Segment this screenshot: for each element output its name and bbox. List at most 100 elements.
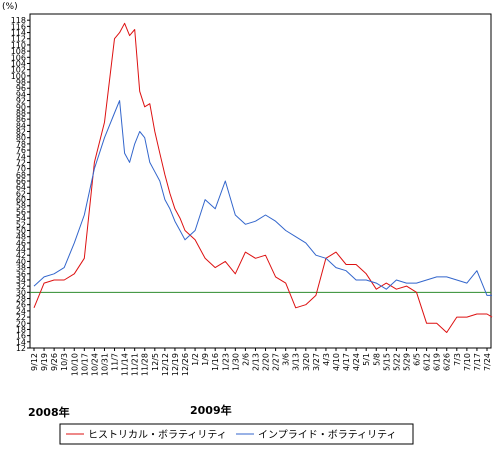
y-tick-label: 46 bbox=[16, 239, 26, 248]
y-tick-label: 48 bbox=[16, 233, 26, 242]
y-tick-label: 102 bbox=[11, 66, 26, 75]
x-tick-label: 5/29 bbox=[402, 353, 411, 371]
series-group bbox=[33, 22, 493, 333]
year-label-2008: 2008年 bbox=[28, 405, 70, 419]
x-tick-label: 1/2 bbox=[191, 353, 200, 366]
x-tick-label: 12/26 bbox=[181, 353, 190, 376]
x-tick-label: 10/24 bbox=[90, 353, 99, 376]
y-tick-label: 12 bbox=[16, 344, 26, 353]
y-tick-label: 72 bbox=[16, 158, 26, 167]
x-tick-label: 11/28 bbox=[141, 353, 150, 376]
x-tick-label: 10/17 bbox=[80, 353, 89, 376]
x-tick-label: 11/14 bbox=[121, 353, 130, 376]
y-tick-label: 84 bbox=[16, 121, 26, 130]
y-tick-label: 42 bbox=[16, 251, 26, 260]
x-tick-label: 9/26 bbox=[50, 353, 59, 371]
plot-area-frame bbox=[29, 13, 492, 349]
x-tick-label: 5/8 bbox=[372, 353, 381, 366]
x-tick-label: 6/5 bbox=[413, 353, 422, 366]
x-tick-label: 2/20 bbox=[262, 353, 271, 371]
y-tick-label: 26 bbox=[16, 301, 26, 310]
y-tick-label: 22 bbox=[16, 313, 26, 322]
y-tick-label: 68 bbox=[16, 171, 26, 180]
y-tick-label: 62 bbox=[16, 189, 26, 198]
y-tick-label: 32 bbox=[16, 282, 26, 291]
y-unit-label: (%) bbox=[2, 2, 18, 12]
y-tick-label: 44 bbox=[16, 245, 26, 254]
y-tick-label: 108 bbox=[11, 47, 26, 56]
y-tick-label: 118 bbox=[11, 16, 26, 25]
legend-label: ヒストリカル・ボラティリティ bbox=[88, 429, 227, 441]
y-tick-label: 16 bbox=[16, 332, 26, 341]
y-tick-label: 54 bbox=[16, 214, 26, 223]
y-tick-label: 70 bbox=[16, 165, 26, 174]
y-axis: 1214161820222426283032343638404244464850… bbox=[11, 16, 30, 353]
x-tick-label: 6/12 bbox=[423, 353, 432, 371]
x-tick-label: 3/13 bbox=[292, 353, 301, 371]
y-tick-label: 116 bbox=[11, 22, 26, 31]
x-tick-label: 4/10 bbox=[332, 353, 341, 371]
y-tick-label: 106 bbox=[11, 53, 26, 62]
y-tick-label: 78 bbox=[16, 140, 26, 149]
series-line-implied bbox=[33, 100, 492, 296]
x-tick-label: 3/27 bbox=[312, 353, 321, 371]
x-tick-label: 10/31 bbox=[100, 353, 109, 376]
y-tick-label: 40 bbox=[16, 257, 26, 266]
y-tick-label: 28 bbox=[16, 295, 26, 304]
x-tick-label: 7/3 bbox=[453, 353, 462, 366]
y-tick-label: 66 bbox=[16, 177, 26, 186]
x-tick-label: 7/24 bbox=[483, 353, 492, 371]
y-tick-label: 60 bbox=[16, 196, 26, 205]
x-tick-label: 10/10 bbox=[70, 353, 79, 376]
y-tick-label: 20 bbox=[16, 319, 26, 328]
y-tick-label: 34 bbox=[16, 276, 26, 285]
x-tick-label: 12/19 bbox=[171, 353, 180, 376]
y-tick-label: 74 bbox=[16, 152, 26, 161]
x-tick-label: 1/30 bbox=[231, 353, 240, 371]
y-tick-label: 38 bbox=[16, 264, 26, 273]
series-line-historical bbox=[33, 22, 493, 333]
x-tick-label: 5/15 bbox=[382, 353, 391, 371]
x-tick-label: 4/17 bbox=[342, 353, 351, 371]
y-tick-label: 58 bbox=[16, 202, 26, 211]
legend-label: インプライド・ボラティリティ bbox=[258, 429, 397, 441]
y-tick-label: 94 bbox=[16, 90, 26, 99]
x-tick-label: 7/17 bbox=[473, 353, 482, 371]
y-tick-label: 30 bbox=[16, 288, 26, 297]
y-tick-label: 76 bbox=[16, 146, 26, 155]
x-tick-label: 7/10 bbox=[463, 353, 472, 371]
y-tick-label: 110 bbox=[11, 41, 26, 50]
y-tick-label: 24 bbox=[16, 307, 26, 316]
x-tick-label: 3/20 bbox=[302, 353, 311, 371]
x-tick-label: 11/21 bbox=[131, 353, 140, 376]
legend: ヒストリカル・ボラティリティ インプライド・ボラティリティ bbox=[59, 423, 414, 445]
y-tick-label: 100 bbox=[11, 72, 26, 81]
x-tick-label: 5/22 bbox=[392, 353, 401, 371]
x-tick-label: 10/3 bbox=[60, 353, 69, 371]
x-tick-label: 3/6 bbox=[282, 353, 291, 366]
y-tick-label: 64 bbox=[16, 183, 26, 192]
x-tick-label: 2/13 bbox=[251, 353, 260, 371]
y-tick-label: 114 bbox=[11, 29, 26, 38]
y-tick-label: 86 bbox=[16, 115, 26, 124]
y-tick-label: 92 bbox=[16, 97, 26, 106]
x-tick-label: 4/3 bbox=[322, 353, 331, 366]
y-tick-label: 112 bbox=[11, 35, 26, 44]
x-tick-label: 12/5 bbox=[151, 353, 160, 371]
x-tick-label: 11/7 bbox=[111, 353, 120, 371]
x-tick-label: 12/12 bbox=[161, 353, 170, 376]
y-tick-label: 82 bbox=[16, 128, 26, 137]
x-tick-label: 6/19 bbox=[433, 353, 442, 371]
y-tick-label: 14 bbox=[16, 338, 26, 347]
x-tick-label: 4/24 bbox=[352, 353, 361, 371]
x-tick-label: 1/9 bbox=[201, 353, 210, 366]
x-tick-label: 5/1 bbox=[362, 353, 371, 366]
y-tick-label: 80 bbox=[16, 134, 26, 143]
y-tick-label: 36 bbox=[16, 270, 26, 279]
y-tick-label: 98 bbox=[16, 78, 26, 87]
y-tick-label: 50 bbox=[16, 226, 26, 235]
y-tick-label: 90 bbox=[16, 103, 26, 112]
x-tick-label: 9/19 bbox=[40, 353, 49, 371]
y-tick-label: 104 bbox=[11, 59, 26, 68]
